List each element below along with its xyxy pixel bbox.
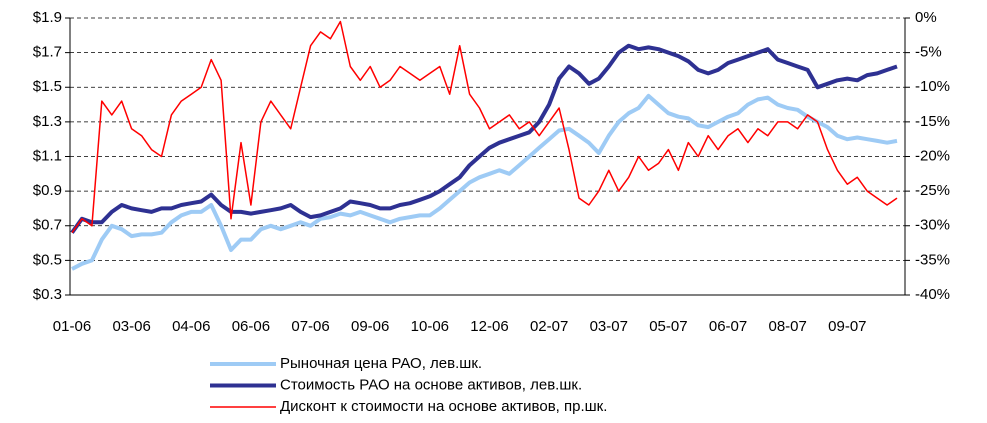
y2-tick-label: -35% xyxy=(915,251,950,268)
y-tick-label: $0.5 xyxy=(33,251,62,268)
y-tick-label: $0.3 xyxy=(33,286,62,303)
y-tick-label: $1.9 xyxy=(33,9,62,26)
x-tick-label: 01-06 xyxy=(53,318,91,335)
x-tick-label: 10-06 xyxy=(411,318,449,335)
x-tick-label: 06-06 xyxy=(232,318,270,335)
series-line xyxy=(71,20,898,234)
legend-label: Дисконт к стоимости на основе активов, п… xyxy=(280,398,607,415)
y2-tick-label: -25% xyxy=(915,182,950,199)
y-tick-label: $1.7 xyxy=(33,44,62,61)
y2-tick-label: -40% xyxy=(915,286,950,303)
y-tick-label: $1.5 xyxy=(33,78,62,95)
y2-tick-label: -15% xyxy=(915,113,950,130)
y2-tick-label: -30% xyxy=(915,217,950,234)
x-tick-label: 08-07 xyxy=(769,318,807,335)
x-tick-label: 09-06 xyxy=(351,318,389,335)
y2-tick-label: -5% xyxy=(915,44,942,61)
x-tick-label: 03-07 xyxy=(590,318,628,335)
y-tick-label: $1.3 xyxy=(33,113,62,130)
y2-tick-label: -20% xyxy=(915,147,950,164)
y2-tick-label: 0% xyxy=(915,9,937,26)
x-tick-label: 06-07 xyxy=(709,318,747,335)
y-tick-label: $1.1 xyxy=(33,147,62,164)
y2-tick-label: -10% xyxy=(915,78,950,95)
x-tick-label: 04-06 xyxy=(172,318,210,335)
series-line xyxy=(70,43,898,234)
y-tick-label: $0.7 xyxy=(33,217,62,234)
x-tick-label: 03-06 xyxy=(112,318,150,335)
legend-label: Рыночная цена РАО, лев.шк. xyxy=(280,355,482,372)
x-tick-label: 05-07 xyxy=(649,318,687,335)
y-tick-label: $0.9 xyxy=(33,182,62,199)
x-tick-label: 12-06 xyxy=(470,318,508,335)
legend-label: Стоимость РАО на основе активов, лев.шк. xyxy=(280,376,582,393)
x-tick-label: 02-07 xyxy=(530,318,568,335)
series-line xyxy=(71,93,898,271)
x-tick-label: 09-07 xyxy=(828,318,866,335)
x-tick-label: 07-06 xyxy=(291,318,329,335)
